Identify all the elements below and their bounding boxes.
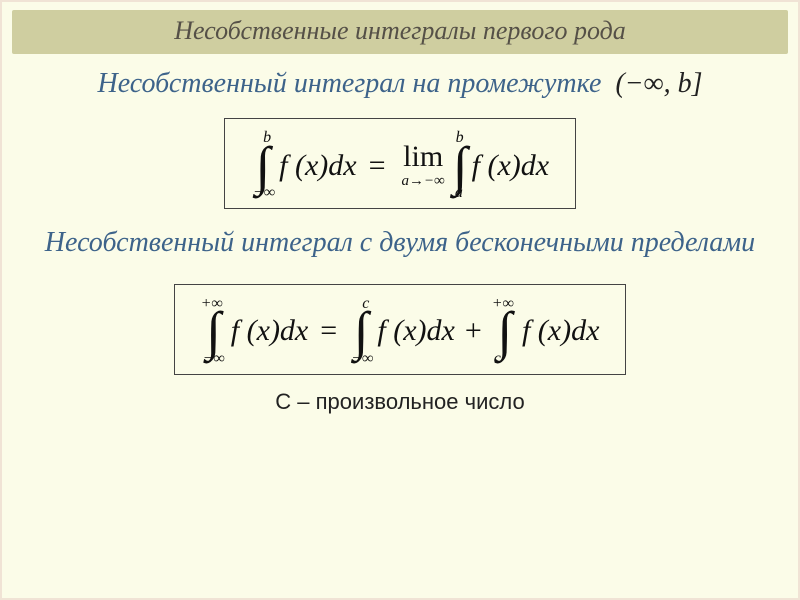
heading-text: Несобственный интеграл на промежутке bbox=[97, 68, 601, 99]
integrand-t3: f (x)dx bbox=[522, 314, 599, 348]
plus-sign: + bbox=[465, 314, 482, 348]
integral-t1: +∞ ∫ −∞ bbox=[201, 297, 227, 366]
integral-left: b ∫ −∞ bbox=[251, 131, 275, 200]
formula-1-row: b ∫ −∞ f (x)dx = lim a→−∞ b ∫ a f (x)dx bbox=[2, 104, 798, 209]
lower-limit: c bbox=[492, 352, 501, 366]
interval-notation: (−∞, b] bbox=[615, 68, 702, 99]
integrand-right: f (x)dx bbox=[472, 149, 549, 183]
slide: Несобственные интегралы первого рода Нес… bbox=[0, 0, 800, 600]
lower-limit: a bbox=[453, 186, 463, 200]
integral-sign: ∫ bbox=[497, 311, 512, 352]
formula-2-row: +∞ ∫ −∞ f (x)dx = c ∫ −∞ f (x)dx + +∞ ∫ … bbox=[2, 270, 798, 375]
lower-limit: −∞ bbox=[251, 186, 275, 200]
section-1-heading: Несобственный интеграл на промежутке (−∞… bbox=[2, 68, 798, 100]
formula-1-box: b ∫ −∞ f (x)dx = lim a→−∞ b ∫ a f (x)dx bbox=[224, 118, 576, 209]
integral-t2: c ∫ −∞ bbox=[349, 297, 373, 366]
footnote: C – произвольное число bbox=[2, 389, 798, 415]
equals: = bbox=[320, 314, 337, 348]
formula-2: +∞ ∫ −∞ f (x)dx = c ∫ −∞ f (x)dx + +∞ ∫ … bbox=[199, 297, 602, 366]
integral-sign: ∫ bbox=[354, 311, 369, 352]
section-2-heading: Несобственный интеграл с двумя бесконечн… bbox=[2, 227, 798, 259]
equals: = bbox=[369, 149, 386, 183]
formula-2-box: +∞ ∫ −∞ f (x)dx = c ∫ −∞ f (x)dx + +∞ ∫ … bbox=[174, 284, 627, 375]
limit-block: lim a→−∞ bbox=[402, 142, 445, 189]
integrand-left: f (x)dx bbox=[279, 149, 356, 183]
formula-1: b ∫ −∞ f (x)dx = lim a→−∞ b ∫ a f (x)dx bbox=[249, 131, 551, 200]
integrand-t2: f (x)dx bbox=[377, 314, 454, 348]
integral-sign: ∫ bbox=[256, 146, 271, 187]
slide-title: Несобственные интегралы первого рода bbox=[12, 10, 788, 54]
lim-word: lim bbox=[403, 142, 443, 172]
lim-condition: a→−∞ bbox=[402, 174, 445, 189]
integrand-t1: f (x)dx bbox=[231, 314, 308, 348]
lower-limit: −∞ bbox=[201, 352, 225, 366]
integral-t3: +∞ ∫ c bbox=[492, 297, 518, 366]
integral-sign: ∫ bbox=[453, 146, 468, 187]
integral-right: b ∫ a bbox=[453, 131, 468, 200]
lower-limit: −∞ bbox=[349, 352, 373, 366]
integral-sign: ∫ bbox=[206, 311, 221, 352]
